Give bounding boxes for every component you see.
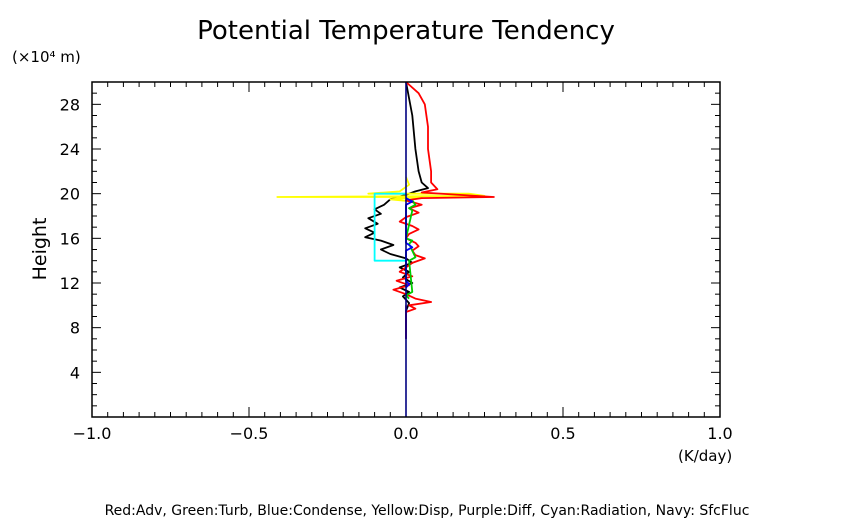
series-line-5 bbox=[405, 197, 414, 289]
series-line-3 bbox=[392, 81, 495, 339]
y-tick-label: 24 bbox=[60, 140, 80, 159]
y-unit-label: (×10⁴ m) bbox=[12, 48, 81, 66]
y-tick-label: 12 bbox=[60, 274, 80, 293]
plot-frame bbox=[91, 81, 721, 418]
x-unit-label: (K/day) bbox=[678, 447, 732, 465]
x-tick-label: −0.5 bbox=[230, 424, 269, 443]
y-tick-label: 20 bbox=[60, 185, 80, 204]
y-tick-label: 16 bbox=[60, 229, 80, 248]
y-tick-label: 28 bbox=[60, 95, 80, 114]
series-line-1 bbox=[276, 176, 486, 206]
series-line-2 bbox=[373, 192, 406, 262]
series-lines bbox=[276, 81, 495, 417]
x-tick-label: −1.0 bbox=[73, 424, 112, 443]
chart-title: Potential Temperature Tendency bbox=[197, 16, 615, 46]
legend-text: Red:Adv, Green:Turb, Blue:Condense, Yell… bbox=[105, 503, 750, 519]
y-axis-label: Height bbox=[29, 218, 51, 281]
y-tick-label: 8 bbox=[70, 319, 80, 338]
x-tick-label: 1.0 bbox=[707, 424, 732, 443]
x-tick-label: 0.0 bbox=[393, 424, 418, 443]
series-line-4 bbox=[405, 199, 417, 300]
x-tick-label: 0.5 bbox=[550, 424, 575, 443]
axis-tick-labels: −1.0 −0.5 0.0 0.5 1.0 4 8 12 16 20 24 28 bbox=[60, 95, 733, 443]
y-tick-label: 4 bbox=[70, 363, 80, 382]
